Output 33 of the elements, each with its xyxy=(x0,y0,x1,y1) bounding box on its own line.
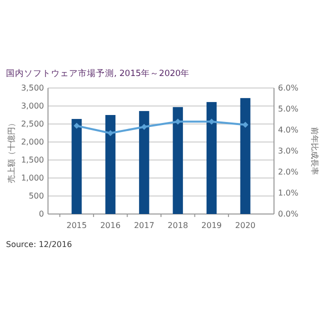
x-tick-label: 2015 xyxy=(66,221,87,230)
y2-tick-label: 3.0% xyxy=(278,146,299,156)
y2-tick-label: 0.0% xyxy=(278,210,299,219)
y-tick-label: 1,500 xyxy=(21,156,44,165)
y-axis-title: 売上額（十億円） xyxy=(7,119,16,183)
source-note: Source: 12/2016 xyxy=(6,240,72,249)
y-tick-label: 2,500 xyxy=(21,120,44,129)
y2-tick-label: 4.0% xyxy=(278,126,299,135)
x-tick-label: 2016 xyxy=(100,221,121,230)
y2-tick-label: 6.0% xyxy=(278,84,299,93)
chart-title: 国内ソフトウェア市場予測, 2015年～2020年 xyxy=(6,68,190,79)
y2-tick-label: 2.0% xyxy=(278,168,299,177)
bar xyxy=(105,115,116,214)
x-tick-label: 2020 xyxy=(235,221,256,230)
y-tick-label: 0 xyxy=(38,210,44,219)
y2-tick-label: 5.0% xyxy=(278,104,299,114)
y-tick-label: 3,500 xyxy=(21,84,44,93)
x-tick-label: 2018 xyxy=(168,221,188,230)
point xyxy=(74,122,80,129)
bar xyxy=(139,111,150,214)
x-tick-label: 2017 xyxy=(134,221,154,230)
bar xyxy=(72,118,82,214)
y2-tick-label: 1.0% xyxy=(278,188,299,198)
y-tick-label: 3,000 xyxy=(21,102,44,111)
point xyxy=(107,130,114,136)
y-tick-label: 2,000 xyxy=(21,138,44,147)
y-tick-label: 500 xyxy=(28,192,44,201)
x-tick-label: 2019 xyxy=(201,221,222,230)
bar xyxy=(240,98,250,214)
bar xyxy=(206,102,217,214)
bar xyxy=(172,107,183,214)
y-tick-label: 1,000 xyxy=(21,174,44,183)
y2-axis-title: 前年比成長率 xyxy=(310,127,319,175)
